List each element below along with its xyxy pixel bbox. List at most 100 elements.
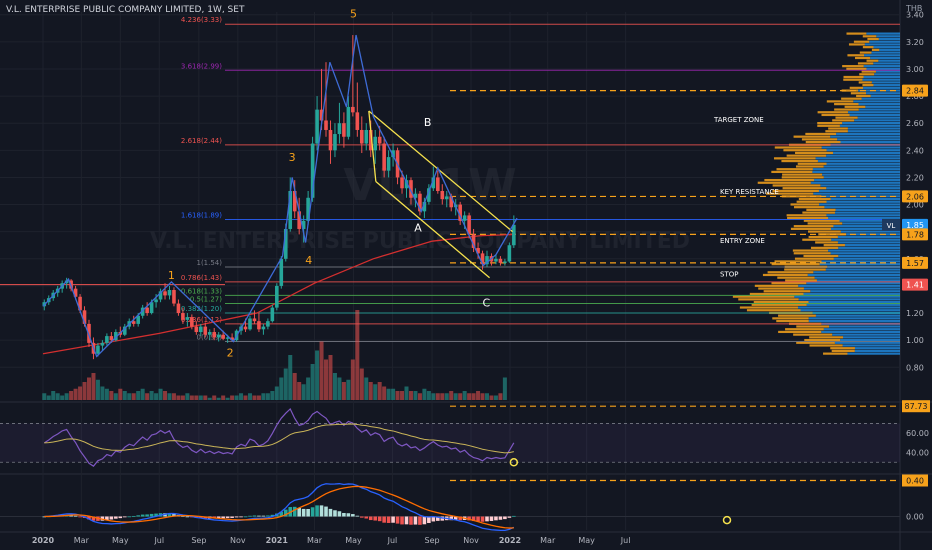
candle-body (404, 180, 409, 189)
volume-bar (234, 395, 239, 400)
candle-body (355, 112, 360, 130)
volume-profile-bar (838, 254, 900, 258)
macd-histogram-bar (328, 508, 333, 517)
volume-profile-bar (833, 257, 900, 260)
volume-profile-bar (739, 306, 798, 309)
volume-profile-bar (826, 154, 900, 157)
volume-profile-bar (866, 67, 900, 70)
candle-body (248, 318, 252, 330)
volume-profile-bar (802, 238, 832, 241)
candle-body (221, 334, 225, 339)
candle-body (190, 317, 194, 327)
candle-body (485, 256, 489, 265)
candle-body (319, 109, 324, 121)
volume-bar (306, 377, 311, 400)
volume-profile-bar (822, 173, 900, 176)
candle-body (105, 336, 109, 343)
candle-body (252, 318, 257, 322)
volume-profile-bar (867, 37, 879, 41)
x-tick-label: Mar (74, 536, 90, 545)
price-marker-box (902, 228, 928, 241)
volume-bar (279, 377, 284, 400)
candle-body (297, 211, 301, 229)
wave-label: 5 (350, 7, 357, 20)
volume-profile-bar (849, 86, 864, 89)
volume-bar (310, 364, 315, 400)
volume-bar (301, 384, 306, 400)
volume-profile-bar (805, 140, 841, 144)
macd-histogram-bar (498, 516, 503, 520)
macd-histogram-bar (404, 516, 409, 525)
candle-body (176, 303, 181, 314)
volume-profile-bar (792, 249, 829, 252)
volume-profile-bar (842, 65, 864, 68)
watermark-symbol: VL, 1W (343, 160, 516, 211)
volume-profile-bar (870, 56, 900, 60)
volume-bar (449, 391, 454, 400)
rsi-tick-label: 60.00 (906, 429, 929, 438)
candle-body (467, 215, 471, 235)
volume-profile-bar (754, 284, 799, 287)
volume-bar (167, 393, 172, 400)
volume-profile-bar (785, 279, 817, 282)
volume-profile-bar (871, 48, 880, 51)
wave-label: 3 (289, 151, 296, 164)
volume-profile-bar (830, 252, 900, 255)
macd-histogram-bar (234, 516, 239, 518)
x-tick-label: Sep (425, 536, 440, 545)
macd-line (44, 483, 515, 531)
volume-bar (171, 393, 176, 400)
volume-profile-bar (817, 111, 848, 114)
volume-bar (189, 395, 194, 400)
fib-level-label: 0.5(1.27) (190, 296, 222, 304)
volume-profile-bar (843, 336, 900, 339)
candle-body (145, 307, 149, 314)
macd-histogram-bar (297, 507, 301, 517)
volume-profile-bar (830, 135, 900, 138)
macd-histogram (42, 505, 516, 525)
volume-profile-bar (808, 230, 841, 233)
volume-profile-bar (810, 246, 839, 249)
candle-body (310, 143, 315, 198)
macd-histogram-bar (257, 515, 261, 517)
volume-bar (288, 355, 293, 400)
volume-profile-bar (831, 238, 900, 241)
volume-profile-bar (786, 154, 827, 157)
volume-profile-bar (800, 309, 900, 312)
volume-bar (368, 382, 373, 400)
volume-profile-bar (859, 73, 875, 76)
symbol-tag-label: VL (887, 222, 896, 230)
candle-body (498, 258, 503, 263)
x-tick-label: 2021 (266, 536, 289, 545)
volume-profile-bar (806, 303, 900, 306)
volume-bar (247, 393, 252, 400)
macd-histogram-bar (122, 516, 127, 518)
x-tick-label: May (112, 536, 129, 545)
volume-profile-bar (830, 347, 855, 350)
volume-profile-bar (795, 151, 833, 155)
zone-label: ENTRY ZONE (720, 237, 765, 245)
price-marker-label: 1.78 (906, 230, 924, 239)
volume-profile-bar (781, 159, 818, 163)
volume-bar (386, 388, 391, 400)
fib-level-label: 1(1.54) (196, 259, 222, 267)
volume-bar (46, 395, 51, 400)
macd-histogram-bar (279, 511, 284, 517)
y-tick-label: 2.40 (906, 146, 924, 155)
volume-profile-bar (834, 103, 859, 106)
volume-profile-bar (796, 325, 830, 328)
candle-body (462, 215, 467, 221)
volume-profile-bar (854, 347, 900, 350)
volume-bar (109, 391, 114, 400)
volume-profile-bar (866, 32, 900, 35)
volume-profile-bar (830, 227, 900, 230)
volume-profile-bar (832, 119, 855, 122)
volume-profile-bar (828, 249, 900, 252)
candle-body (230, 337, 234, 341)
macd-histogram-bar (458, 516, 462, 521)
volume-bar (176, 395, 181, 400)
macd-histogram-bar (503, 516, 507, 520)
wave-label: B (424, 116, 432, 129)
volume-profile-bar (790, 227, 831, 230)
